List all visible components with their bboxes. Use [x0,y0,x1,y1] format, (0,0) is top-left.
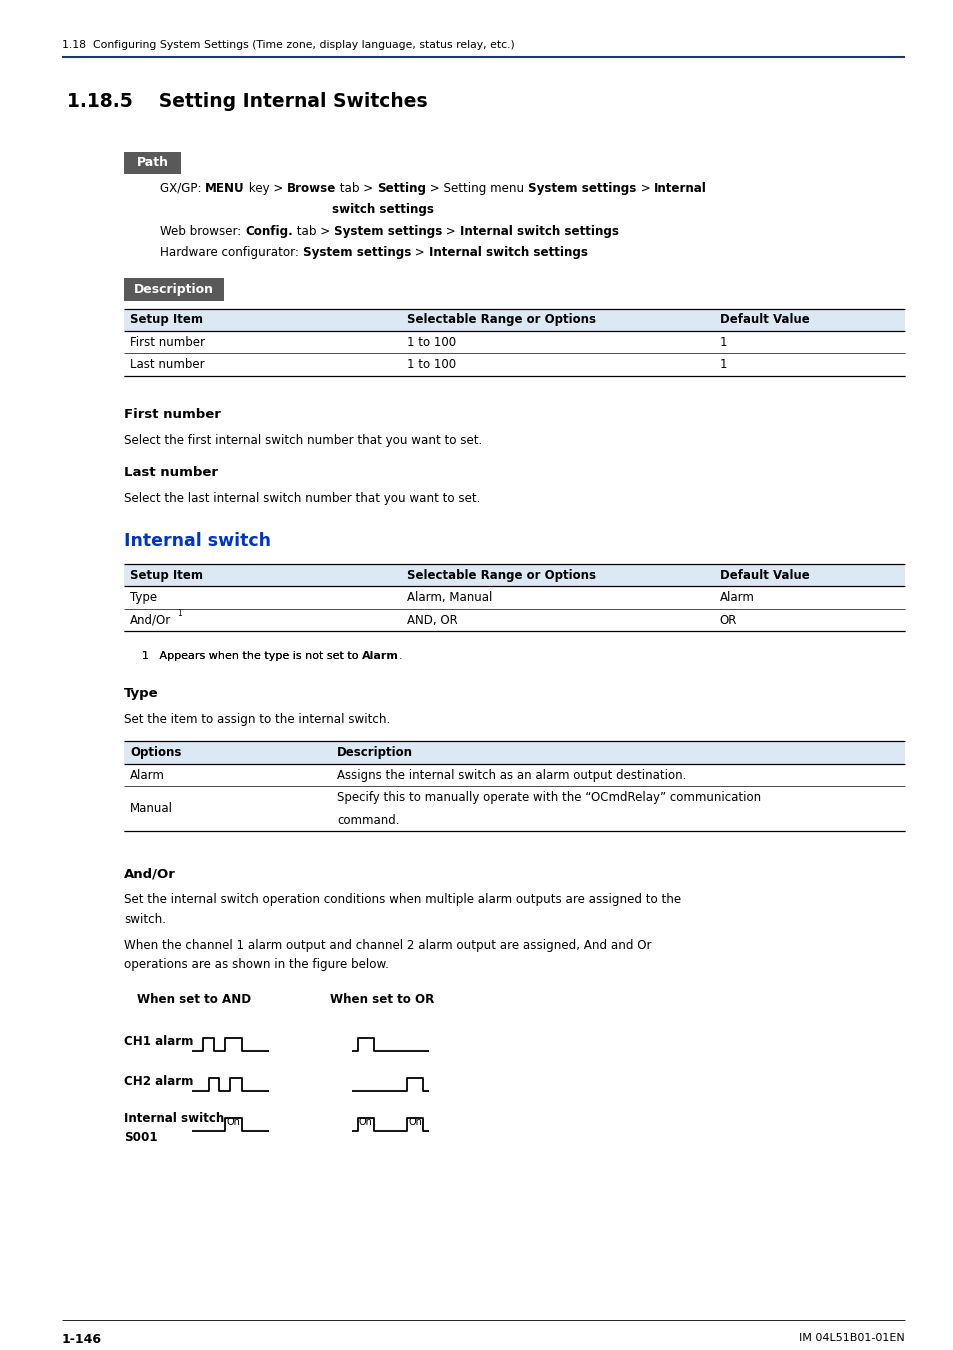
Text: On: On [358,1118,373,1127]
Text: 1: 1 [177,609,182,618]
Text: And/Or: And/Or [124,868,175,880]
Text: command.: command. [336,814,399,826]
Text: AND, OR: AND, OR [407,614,457,626]
Text: IM 04L51B01-01EN: IM 04L51B01-01EN [799,1332,904,1343]
Text: System settings: System settings [334,225,441,238]
Text: Internal switch: Internal switch [124,1112,224,1126]
Text: 1: 1 [719,358,726,371]
Text: When set to OR: When set to OR [330,994,434,1007]
Text: Type: Type [130,591,157,605]
FancyBboxPatch shape [124,153,181,174]
Text: First number: First number [130,336,205,348]
Text: Default Value: Default Value [719,313,808,327]
Text: Type: Type [124,687,158,701]
Text: Setup Item: Setup Item [130,568,203,582]
Text: System settings: System settings [302,247,411,259]
Text: 1 to 100: 1 to 100 [407,336,456,348]
Text: Selectable Range or Options: Selectable Range or Options [407,313,596,327]
Text: CH1 alarm: CH1 alarm [124,1035,193,1049]
Text: Browse: Browse [287,182,336,194]
Text: 1   Appears when the type is not set to: 1 Appears when the type is not set to [142,652,361,662]
Text: Set the internal switch operation conditions when multiple alarm outputs are ass: Set the internal switch operation condit… [124,894,680,906]
Text: MENU: MENU [205,182,245,194]
Text: key >: key > [245,182,287,194]
Text: Default Value: Default Value [719,568,808,582]
Text: S001: S001 [124,1131,157,1145]
Text: 1-146: 1-146 [62,1332,102,1346]
Text: On: On [408,1118,422,1127]
Text: First number: First number [124,408,221,421]
Text: Last number: Last number [130,358,204,371]
Text: Options: Options [130,747,181,759]
Text: Assigns the internal switch as an alarm output destination.: Assigns the internal switch as an alarm … [336,768,685,782]
Text: Manual: Manual [130,802,172,815]
Text: Specify this to manually operate with the “OCmdRelay” communication: Specify this to manually operate with th… [336,791,760,805]
Text: GX/GP:: GX/GP: [160,182,205,194]
FancyBboxPatch shape [124,278,224,301]
Text: tab >: tab > [293,225,334,238]
Text: Alarm, Manual: Alarm, Manual [407,591,492,605]
Text: tab >: tab > [336,182,377,194]
Text: >: > [411,247,428,259]
FancyBboxPatch shape [124,564,904,586]
Text: Last number: Last number [124,466,218,479]
Text: >: > [636,182,654,194]
Text: 1.18.5    Setting Internal Switches: 1.18.5 Setting Internal Switches [67,92,427,111]
Text: Internal switch settings: Internal switch settings [459,225,618,238]
Text: 1   Appears when the type is not set to: 1 Appears when the type is not set to [142,652,361,662]
Text: Config.: Config. [245,225,293,238]
Text: When the channel 1 alarm output and channel 2 alarm output are assigned, And and: When the channel 1 alarm output and chan… [124,940,651,952]
Text: Hardware configurator:: Hardware configurator: [160,247,302,259]
Text: Setting: Setting [377,182,426,194]
Text: Set the item to assign to the internal switch.: Set the item to assign to the internal s… [124,714,390,726]
Text: OR: OR [719,614,737,626]
Text: >: > [441,225,459,238]
Text: .: . [398,652,402,662]
Text: switch.: switch. [124,913,166,926]
Text: Alarm: Alarm [130,768,165,782]
Text: And/Or: And/Or [130,614,172,626]
Text: Description: Description [133,284,213,296]
Text: > Setting menu: > Setting menu [426,182,528,194]
Text: Web browser:: Web browser: [160,225,245,238]
Text: Selectable Range or Options: Selectable Range or Options [407,568,596,582]
Text: System settings: System settings [528,182,636,194]
Text: switch settings: switch settings [332,204,434,216]
Text: Select the last internal switch number that you want to set.: Select the last internal switch number t… [124,491,480,505]
Text: Setup Item: Setup Item [130,313,203,327]
FancyBboxPatch shape [124,741,904,764]
Text: Internal switch: Internal switch [124,532,271,549]
Text: Internal: Internal [654,182,706,194]
Text: 1.18  Configuring System Settings (Time zone, display language, status relay, et: 1.18 Configuring System Settings (Time z… [62,40,515,50]
Text: CH2 alarm: CH2 alarm [124,1076,193,1088]
Text: Path: Path [136,157,169,170]
Text: Alarm: Alarm [361,652,398,662]
Text: Select the first internal switch number that you want to set.: Select the first internal switch number … [124,433,482,447]
Text: Internal switch settings: Internal switch settings [428,247,587,259]
Text: On: On [226,1118,240,1127]
Text: operations are as shown in the figure below.: operations are as shown in the figure be… [124,958,389,972]
FancyBboxPatch shape [124,309,904,331]
Text: When set to AND: When set to AND [137,994,251,1007]
Text: 1: 1 [719,336,726,348]
Text: Description: Description [336,747,413,759]
Text: 1 to 100: 1 to 100 [407,358,456,371]
Text: Alarm: Alarm [719,591,754,605]
